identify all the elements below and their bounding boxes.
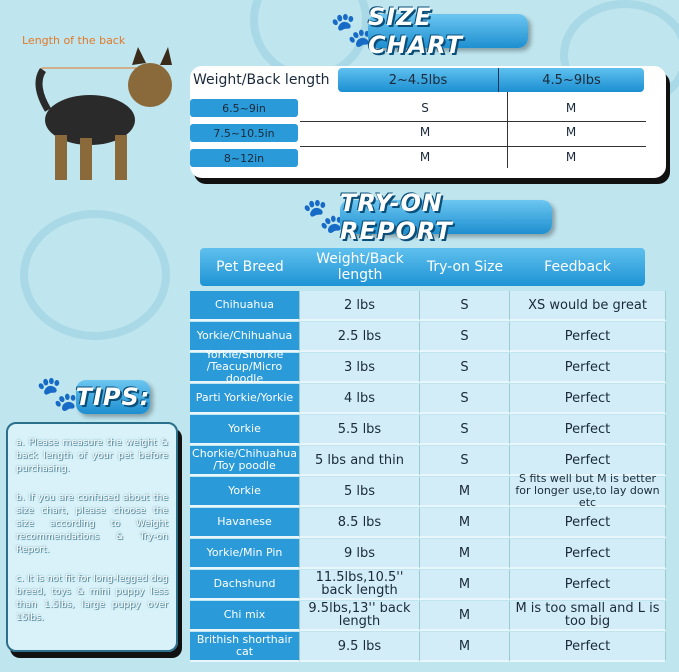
cell-size: M bbox=[420, 601, 510, 631]
cell-breed: Chorkie/Chihuahua /Toy poodle bbox=[190, 446, 300, 476]
size-column-header: 2~4.5lbs bbox=[338, 68, 498, 92]
tips-title: TIPS: bbox=[76, 380, 150, 414]
cell-breed: Yorkie/Shorkie /Teacup/Micro doodle bbox=[190, 349, 300, 385]
table-row: Parti Yorkie/Yorkie 4 lbs S Perfect bbox=[190, 384, 666, 414]
cell-feedback: Perfect bbox=[510, 632, 666, 662]
cell-breed: Chi mix bbox=[190, 601, 300, 631]
cell-feedback: Perfect bbox=[510, 384, 666, 414]
cell-weight: 3 lbs bbox=[300, 353, 420, 383]
cell-feedback: XS would be great bbox=[510, 291, 666, 321]
cell-weight: 11.5lbs,10.5'' back length bbox=[300, 570, 420, 600]
background-heart-decoration bbox=[20, 210, 170, 340]
header-size: Try-on Size bbox=[426, 259, 504, 275]
size-cell: M bbox=[565, 125, 577, 139]
cell-weight: 5 lbs and thin bbox=[300, 446, 420, 476]
table-row: Yorkie/Shorkie /Teacup/Micro doodle 3 lbs… bbox=[190, 349, 666, 385]
size-cell: S bbox=[421, 101, 429, 115]
table-row: Yorkie 5 lbs M S fits well but M is better … bbox=[190, 473, 666, 509]
cell-feedback: Perfect bbox=[510, 570, 666, 600]
size-chart-table: Weight/Back length 2~4.5lbs 4.5~9lbs 6.5… bbox=[190, 66, 666, 178]
paw-icon: 🐾 bbox=[302, 196, 345, 236]
cell-weight: 9 lbs bbox=[300, 539, 420, 569]
cell-weight: 9.5 lbs bbox=[300, 632, 420, 662]
cell-feedback: Perfect bbox=[510, 446, 666, 476]
cell-feedback: Perfect bbox=[510, 415, 666, 445]
back-length-label: Length of the back bbox=[22, 34, 126, 47]
cell-breed: Dachshund bbox=[190, 570, 300, 600]
paw-icon: 🐾 bbox=[330, 10, 373, 50]
cell-size: S bbox=[420, 322, 510, 352]
try-on-title: TRY-ON REPORT bbox=[340, 189, 552, 245]
cell-breed: Havanese bbox=[190, 508, 300, 538]
table-row: Yorkie/Chihuahua 2.5 lbs S Perfect bbox=[190, 322, 666, 352]
table-row: Brithish shorthair cat 9.5 lbs M Perfect bbox=[190, 632, 666, 662]
table-row: Chorkie/Chihuahua /Toy poodle 5 lbs and t… bbox=[190, 446, 666, 476]
header-pet-breed: Pet Breed bbox=[216, 259, 284, 275]
cell-size: M bbox=[420, 508, 510, 538]
cell-weight: 4 lbs bbox=[300, 384, 420, 414]
divider bbox=[300, 121, 646, 122]
cell-weight: 2.5 lbs bbox=[300, 322, 420, 352]
try-on-header-row: Pet Breed Weight/Back length Try-on Size… bbox=[200, 248, 645, 286]
cell-size: M bbox=[420, 477, 510, 507]
cell-size: S bbox=[420, 353, 510, 383]
cell-weight: 8.5 lbs bbox=[300, 508, 420, 538]
cell-weight: 5 lbs bbox=[300, 477, 420, 507]
cell-size: M bbox=[420, 539, 510, 569]
cell-size: M bbox=[420, 570, 510, 600]
cell-size: S bbox=[420, 291, 510, 321]
cell-size: S bbox=[420, 384, 510, 414]
table-row: Chihuahua 2 lbs S XS would be great bbox=[190, 291, 666, 321]
tips-box: a. Please measure the weight & back leng… bbox=[6, 422, 178, 652]
cell-feedback: Perfect bbox=[510, 539, 666, 569]
cell-size: S bbox=[420, 415, 510, 445]
cell-size: M bbox=[420, 632, 510, 662]
header-weight: Weight/Back length bbox=[316, 251, 404, 283]
table-row: Dachshund 11.5lbs,10.5'' back length M Perf… bbox=[190, 570, 666, 600]
cell-feedback: S fits well but M is better for longer u… bbox=[510, 473, 666, 509]
cell-weight: 9.5lbs,13'' back length bbox=[300, 601, 420, 631]
divider bbox=[507, 92, 508, 168]
cell-feedback: Perfect bbox=[510, 322, 666, 352]
tip-item: c. It is not fit for long-legged dog bre… bbox=[16, 573, 168, 623]
cell-breed: Yorkie/Min Pin bbox=[190, 539, 300, 569]
header-feedback: Feedback bbox=[544, 259, 611, 275]
cell-weight: 5.5 lbs bbox=[300, 415, 420, 445]
tip-item: b. If you are confused about the size ch… bbox=[16, 492, 168, 555]
table-row: Chi mix 9.5lbs,13'' back length M M is too … bbox=[190, 601, 666, 631]
size-row-length: 7.5~10.5in bbox=[190, 124, 298, 142]
dog-photo bbox=[35, 47, 172, 180]
size-chart-title: SIZE CHART bbox=[368, 3, 528, 59]
size-cell: M bbox=[565, 101, 577, 115]
size-row-length: 6.5~9in bbox=[190, 99, 298, 117]
cell-feedback: M is too small and L is too big bbox=[510, 601, 666, 631]
size-cell: M bbox=[565, 150, 577, 164]
cell-breed: Yorkie bbox=[190, 415, 300, 445]
table-row: Havanese 8.5 lbs M Perfect bbox=[190, 508, 666, 538]
cell-weight: 2 lbs bbox=[300, 291, 420, 321]
cell-breed: Chihuahua bbox=[190, 291, 300, 321]
cell-breed: Yorkie bbox=[190, 477, 300, 507]
divider bbox=[300, 146, 646, 147]
size-column-header: 4.5~9lbs bbox=[498, 68, 644, 92]
size-cell: M bbox=[419, 150, 431, 164]
table-row: Yorkie/Min Pin 9 lbs M Perfect bbox=[190, 539, 666, 569]
cell-breed: Parti Yorkie/Yorkie bbox=[190, 384, 300, 414]
tip-item: a. Please measure the weight & back leng… bbox=[16, 437, 168, 474]
table-row: Yorkie 5.5 lbs S Perfect bbox=[190, 415, 666, 445]
size-cell: M bbox=[419, 125, 431, 139]
cell-breed: Yorkie/Chihuahua bbox=[190, 322, 300, 352]
cell-feedback: Perfect bbox=[510, 353, 666, 383]
cell-feedback: Perfect bbox=[510, 508, 666, 538]
paw-icon: 🐾 bbox=[36, 374, 79, 414]
cell-breed: Brithish shorthair cat bbox=[190, 632, 300, 662]
size-row-length: 8~12in bbox=[190, 149, 298, 167]
size-header-label: Weight/Back length bbox=[193, 72, 330, 88]
cell-size: S bbox=[420, 446, 510, 476]
